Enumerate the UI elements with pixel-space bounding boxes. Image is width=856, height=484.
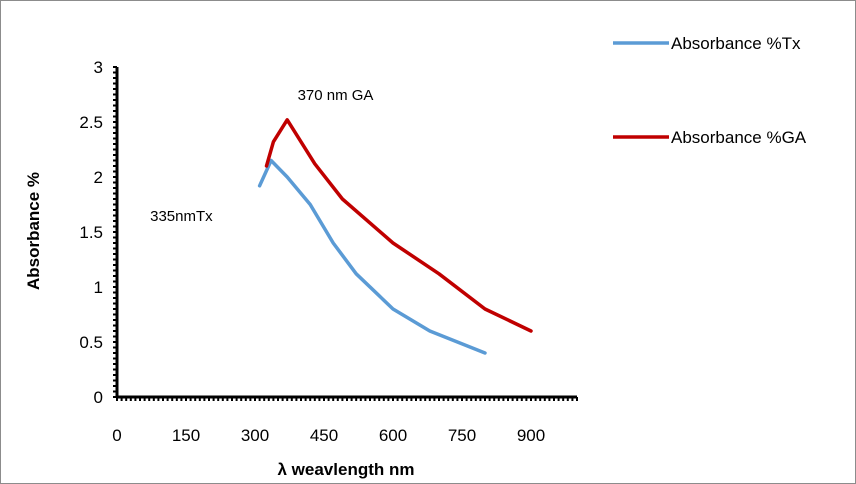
x-tick-label: 300: [241, 426, 269, 445]
x-tick-label: 150: [172, 426, 200, 445]
y-tick-label: 2: [94, 168, 103, 187]
x-axis-label: λ weavlength nm: [278, 460, 415, 479]
y-tick-label: 0: [94, 388, 103, 407]
series-line-2: [264, 118, 533, 333]
series-line-1: [257, 158, 487, 355]
legend-label: Absorbance %Tx: [671, 34, 801, 53]
y-tick-label: 2.5: [79, 113, 103, 132]
series-lines: [257, 118, 533, 355]
y-axis-label: Absorbance %: [24, 172, 43, 290]
x-tick-label: 600: [379, 426, 407, 445]
legend: Absorbance %Tx Absorbance %GA: [613, 34, 807, 147]
annotation-label: 335nmTx: [150, 208, 213, 225]
x-tick-label: 450: [310, 426, 338, 445]
x-tick-label: 0: [112, 426, 121, 445]
y-tick-label: 1: [94, 278, 103, 297]
y-tick-label: 3: [94, 58, 103, 77]
axes: 0 150 300 450 600 750 900 0 0.5 1 1.5 2 2.5 3: [79, 58, 578, 445]
legend-label: Absorbance %GA: [671, 128, 807, 147]
y-tick-label: 1.5: [79, 223, 103, 242]
y-tick-label: 0.5: [79, 333, 103, 352]
x-tick-label: 900: [517, 426, 545, 445]
annotations: 370 nm GA 335nmTx: [150, 87, 373, 225]
x-tick-label: 750: [448, 426, 476, 445]
annotation-label: 370 nm GA: [298, 87, 374, 104]
